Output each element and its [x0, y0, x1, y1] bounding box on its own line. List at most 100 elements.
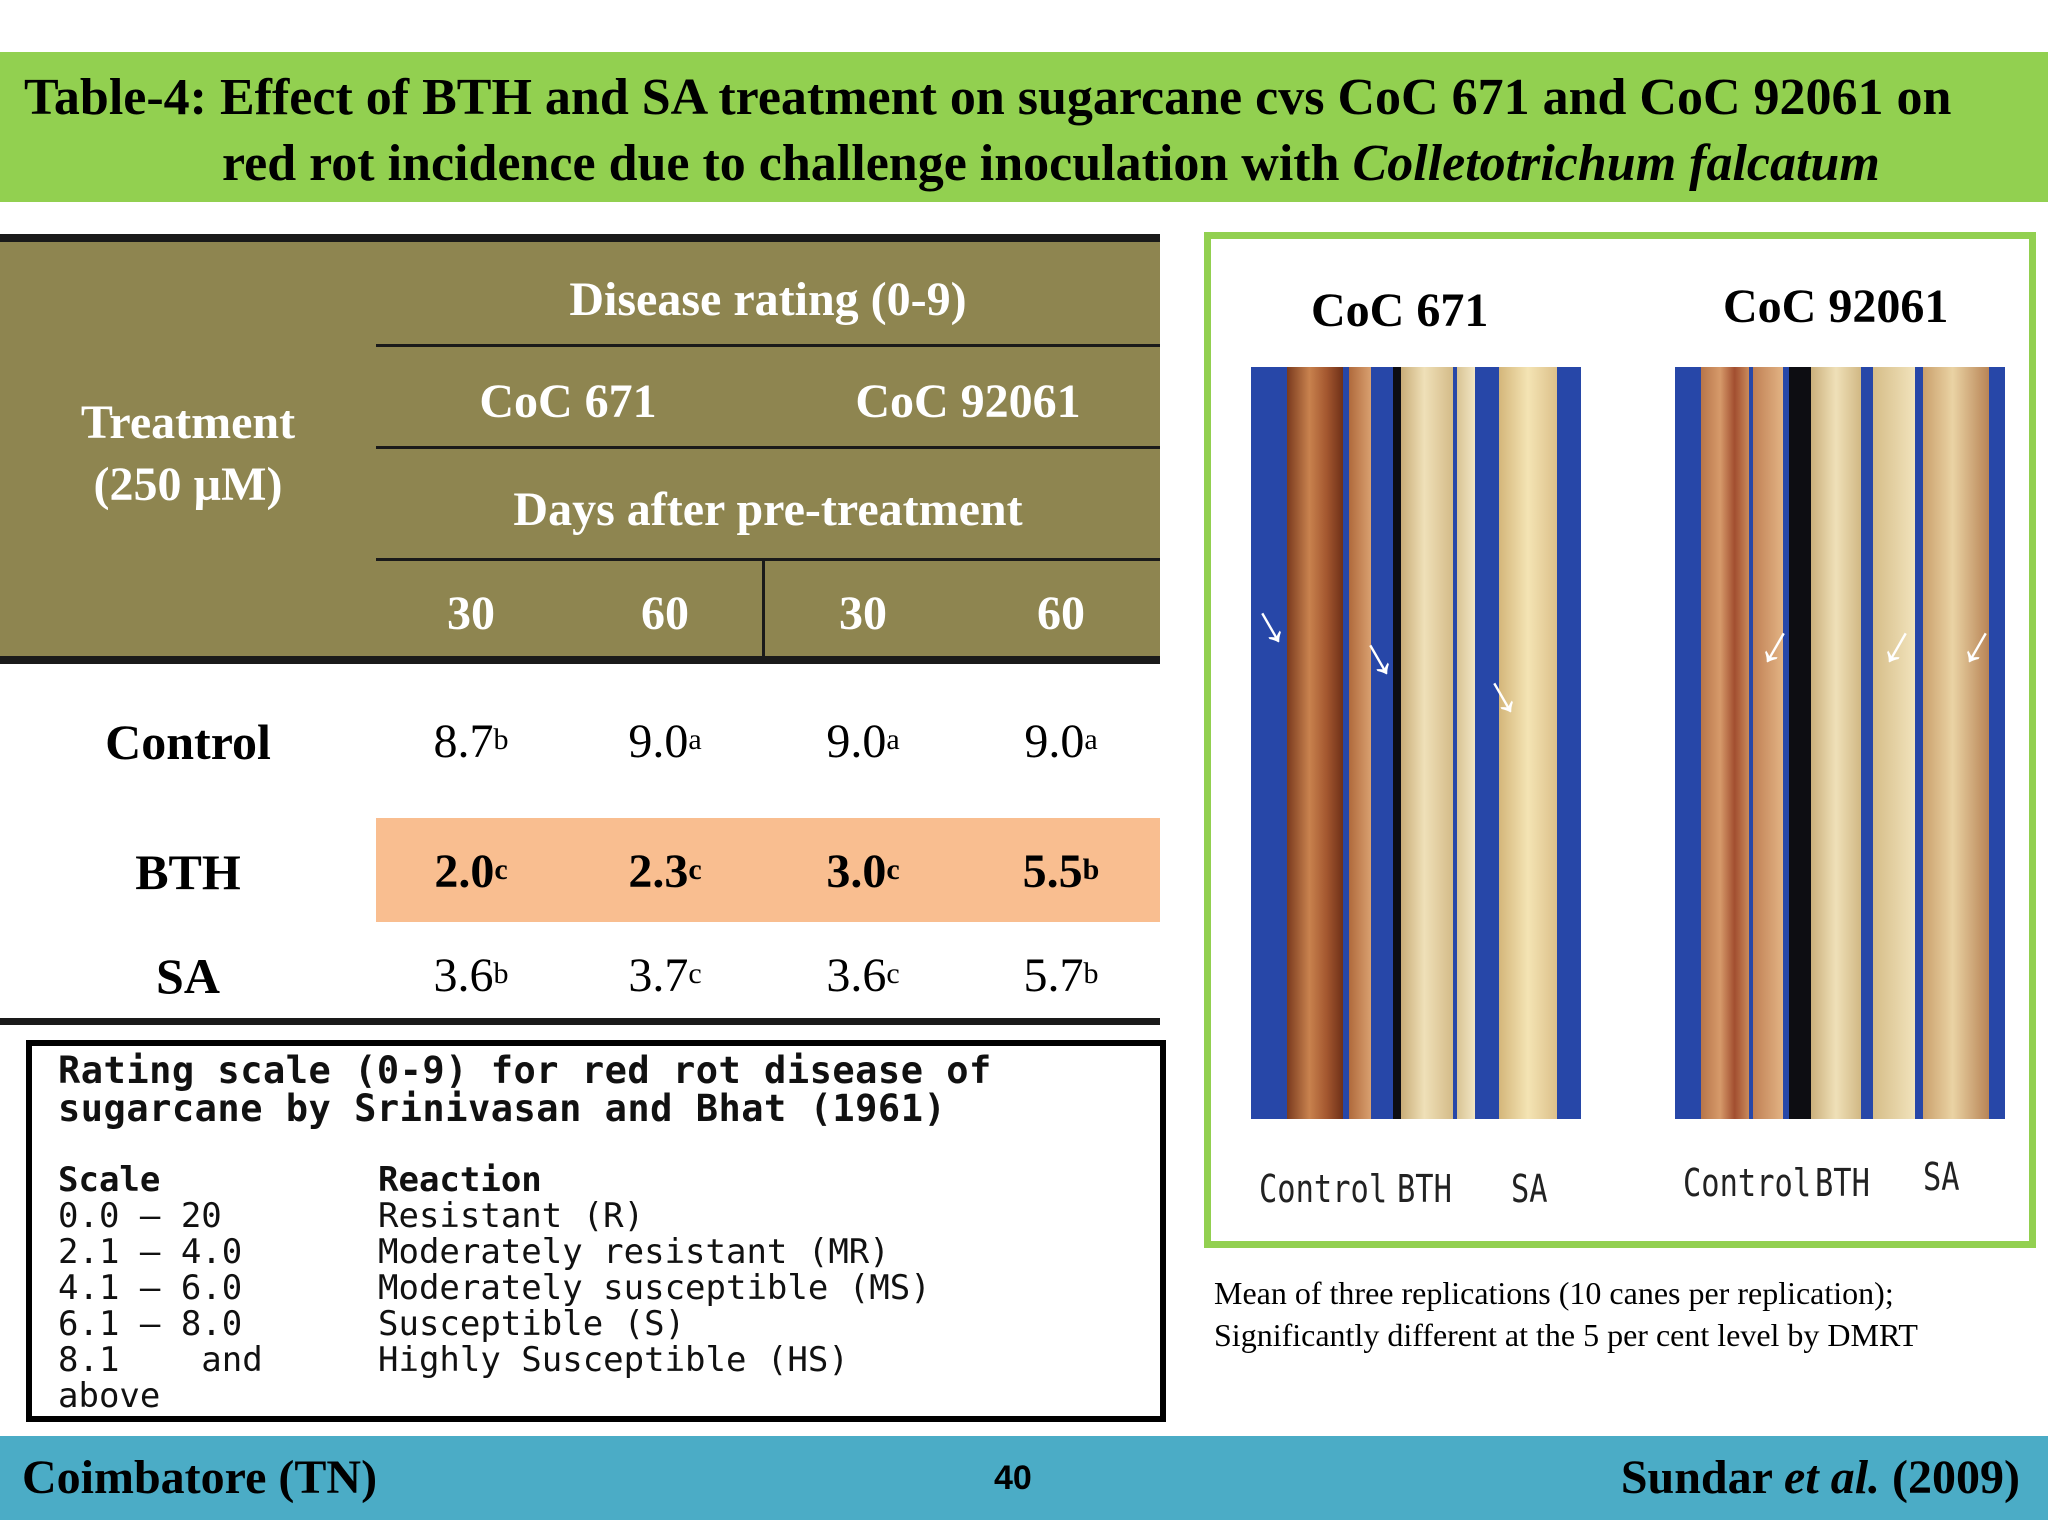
treatment-header-line2: (250 µM) [93, 458, 283, 511]
cell-value: 3.6 [433, 949, 494, 1002]
header-divider [376, 558, 1160, 561]
cell-value: 3.0 [826, 845, 887, 898]
cane-bth [1457, 367, 1475, 1119]
cell-value: 9.0 [628, 715, 689, 768]
cell-superscript: c [494, 853, 508, 886]
citation-year: (2009) [1880, 1451, 2020, 1504]
table-header: Treatment (250 µM) Disease rating (0-9) … [0, 234, 1160, 664]
table-cell: 3.6c [768, 946, 958, 1006]
bth-row-highlight [376, 818, 1160, 922]
cell-superscript: b [1083, 957, 1099, 990]
photo-cultivar-label-1: CoC 671 [1311, 284, 1489, 337]
day-column-header: 60 [641, 587, 689, 640]
scale-reaction: Highly Susceptible (HS) [378, 1340, 849, 1380]
cell-superscript: a [1084, 723, 1098, 756]
citation-author: Sundar [1620, 1451, 1785, 1504]
scale-reaction: Resistant (R) [378, 1196, 645, 1236]
scale-range: 2.1 — 4.0 [58, 1232, 243, 1272]
cell-value: 5.7 [1023, 949, 1084, 1002]
row-label-bth: BTH [135, 844, 241, 900]
table-cell: 9.0a [768, 712, 958, 772]
slide-title-line1: Table-4: Effect of BTH and SA treatment … [24, 69, 1952, 126]
disease-rating-header: Disease rating (0-9) [569, 273, 967, 326]
cane-shadow [1789, 367, 1811, 1119]
citation-etal: et al. [1784, 1451, 1881, 1504]
cultivar-header-1: CoC 671 [479, 375, 657, 428]
footer-citation: Sundar et al. (2009) [1621, 1448, 2020, 1508]
photo-label: BTH [1815, 1161, 1870, 1205]
table-bottom-rule [0, 1018, 1160, 1025]
cell-superscript: a [886, 723, 900, 756]
pathogen-name: Colletotrichum falcatum [1352, 135, 1880, 192]
scale-range: 8.1 and [58, 1340, 263, 1380]
table-cell: 5.7b [966, 946, 1156, 1006]
table-footnote: Mean of three replications (10 canes per… [1214, 1272, 1918, 1356]
rating-scale-title-line1: Rating scale (0-9) for red rot disease o… [58, 1049, 992, 1092]
cultivar-header-2: CoC 92061 [855, 375, 1081, 428]
cane-bth [1873, 367, 1915, 1119]
footnote-line2: Significantly different at the 5 per cen… [1214, 1317, 1918, 1353]
photo-cultivar-label-2: CoC 92061 [1723, 280, 1949, 333]
footnote-line1: Mean of three replications (10 canes per… [1214, 1275, 1894, 1311]
cell-superscript: c [886, 957, 900, 990]
photo-label: BTH [1397, 1167, 1452, 1211]
scale-range-tail: above [58, 1376, 161, 1416]
cell-value: 5.5 [1022, 845, 1083, 898]
scale-column-header: Scale [58, 1160, 161, 1200]
cell-superscript: b [1082, 853, 1100, 886]
slide-title-line2: red rot incidence due to challenge inocu… [222, 132, 2022, 196]
day-column-header: 30 [447, 587, 495, 640]
cane-photo-coc92061: ↓ ↓ ↓ [1675, 367, 2005, 1119]
cane-sa [1499, 367, 1557, 1119]
header-divider [376, 446, 1160, 449]
photo-label: Control [1683, 1161, 1812, 1205]
header-divider [376, 344, 1160, 347]
table-cell: 2.0c [376, 842, 566, 902]
cell-value: 9.0 [1024, 715, 1085, 768]
scale-range: 4.1 — 6.0 [58, 1268, 243, 1308]
treatment-header: Treatment (250 µM) [0, 392, 376, 516]
slide-title-line2-text: red rot incidence due to challenge inocu… [222, 135, 1353, 192]
footer-location: Coimbatore (TN) [22, 1451, 378, 1504]
page-number: 40 [994, 1459, 1032, 1497]
cane-control [1753, 367, 1783, 1119]
scale-reaction: Moderately susceptible (MS) [378, 1268, 931, 1308]
header-column-divider [762, 558, 765, 664]
table-cell: 3.7c [570, 946, 760, 1006]
rating-scale-title-line2: sugarcane by Srinivasan and Bhat (1961) [58, 1087, 947, 1130]
photo-label: SA [1511, 1167, 1548, 1211]
cell-value: 2.3 [628, 845, 689, 898]
scale-reaction: Moderately resistant (MR) [378, 1232, 890, 1272]
photo-label: SA [1923, 1155, 1960, 1199]
table-cell: 3.0c [768, 842, 958, 902]
table-cell: 8.7b [376, 712, 566, 772]
cell-superscript: c [886, 853, 900, 886]
cane-photo-coc671: ↓ ↓ ↓ [1251, 367, 1581, 1119]
cell-superscript: c [688, 957, 702, 990]
cane-control [1287, 367, 1343, 1119]
days-header: Days after pre-treatment [513, 483, 1023, 536]
photo-panel: CoC 671 CoC 92061 ↓ ↓ ↓ Control BTH SA ↓… [1204, 232, 2036, 1248]
table-cell: 5.5b [966, 842, 1156, 902]
scale-range: 0.0 — 20 [58, 1196, 222, 1236]
cane-bth [1401, 367, 1453, 1119]
row-label-sa: SA [156, 948, 220, 1004]
cell-superscript: b [493, 723, 509, 756]
cell-value: 2.0 [434, 845, 495, 898]
row-label-control: Control [105, 714, 271, 770]
cell-superscript: b [493, 957, 509, 990]
table-cell: 2.3c [570, 842, 760, 902]
reaction-column-header: Reaction [378, 1160, 542, 1200]
cane-bth [1811, 367, 1861, 1119]
cell-superscript: a [688, 723, 702, 756]
table-cell: 9.0a [570, 712, 760, 772]
scale-range: 6.1 — 8.0 [58, 1304, 243, 1344]
cane-sa [1923, 367, 1989, 1119]
cell-value: 8.7 [433, 715, 494, 768]
cell-value: 9.0 [826, 715, 887, 768]
footer-band: Coimbatore (TN) 40 Sundar et al. (2009) [0, 1436, 2048, 1520]
table-cell: 9.0a [966, 712, 1156, 772]
cell-value: 3.6 [826, 949, 887, 1002]
day-column-header: 60 [1037, 587, 1085, 640]
treatment-header-line1: Treatment [80, 396, 296, 449]
